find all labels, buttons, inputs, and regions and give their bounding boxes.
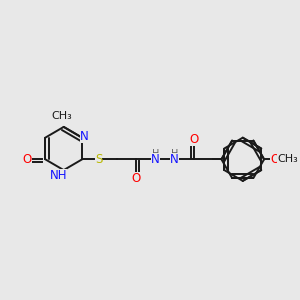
- Text: N: N: [170, 153, 179, 166]
- Text: O: O: [23, 153, 32, 166]
- Text: NH: NH: [50, 169, 67, 182]
- Text: H: H: [171, 149, 178, 159]
- Text: CH₃: CH₃: [52, 111, 73, 122]
- Text: S: S: [95, 153, 102, 166]
- Text: O: O: [131, 172, 141, 185]
- Text: H: H: [152, 149, 159, 159]
- Text: O: O: [270, 153, 280, 166]
- Text: CH₃: CH₃: [278, 154, 298, 164]
- Text: N: N: [151, 153, 160, 166]
- Text: O: O: [189, 133, 199, 146]
- Text: N: N: [80, 130, 88, 143]
